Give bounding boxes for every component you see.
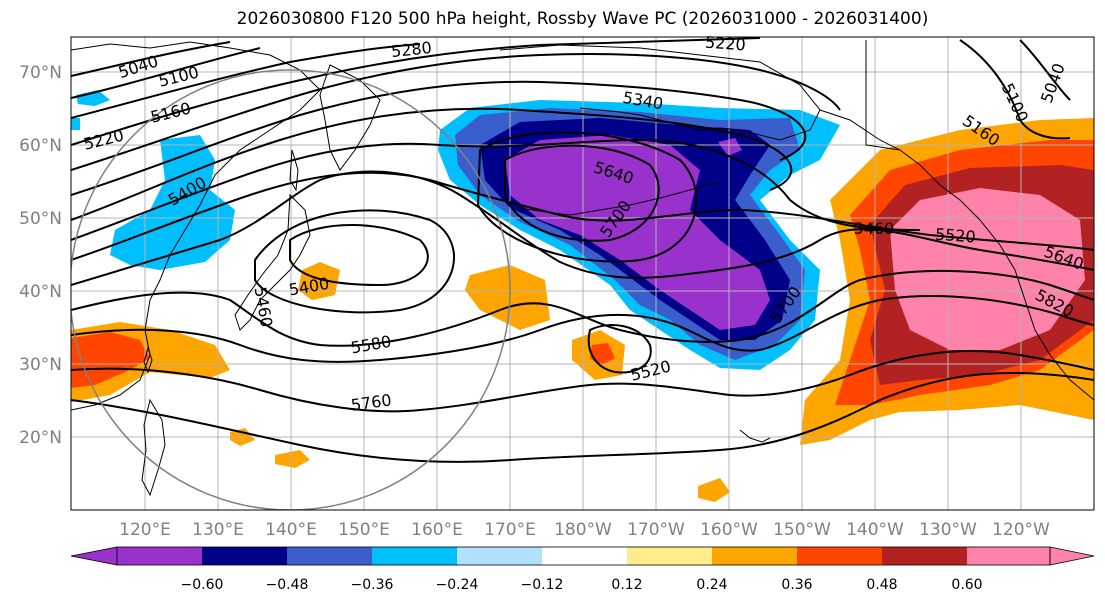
lon-label: 170°W: [627, 520, 685, 540]
positive-anomaly-small-2: [275, 450, 310, 468]
coastline-hawaii: [739, 429, 771, 443]
colorbar-tick-label: −0.24: [436, 577, 479, 593]
colorbar-tick-label: −0.36: [351, 577, 394, 593]
contour-5520-north: [71, 171, 1094, 261]
colorbar-swatch: [712, 547, 798, 565]
contour-5160: [71, 43, 421, 119]
contour-5580: [71, 170, 1094, 286]
lat-label: 60°N: [19, 136, 62, 156]
contour-5700: [71, 294, 1094, 363]
colorbar-swatch: [117, 547, 203, 565]
contour-label: 5460: [854, 219, 895, 238]
colorbar-tick-label: −0.48: [266, 577, 309, 593]
lon-label: 140°W: [846, 520, 904, 540]
coastline-japan: [234, 193, 311, 331]
contour-label: 5220: [704, 33, 746, 55]
colorbar-tick-label: 0.36: [781, 577, 812, 593]
lat-label: 50°N: [19, 209, 62, 229]
lon-label: 160°W: [700, 520, 758, 540]
colorbar-tick-label: −0.60: [181, 577, 224, 593]
lon-label: 150°W: [773, 520, 831, 540]
lon-label: 150°E: [338, 520, 390, 540]
contour-japan-high-2: [254, 209, 455, 314]
lon-label: 130°E: [192, 520, 244, 540]
positive-anomaly-west-2: [71, 332, 150, 388]
colorbar-swatch: [202, 547, 288, 565]
coastline-canada: [865, 40, 901, 151]
colorbar-frame: [116, 546, 1051, 566]
lat-label: 20°N: [19, 428, 62, 448]
colorbar-tick-label: −0.12: [521, 577, 564, 593]
lon-label: 160°E: [411, 520, 463, 540]
negative-anomaly-west-small-2: [71, 118, 80, 130]
contour-label: 5520: [934, 225, 976, 247]
colorbar-tick-label: 0.60: [951, 577, 982, 593]
lon-label: 130°W: [919, 520, 977, 540]
lon-label: 120°W: [992, 520, 1050, 540]
colorbar-swatch: [627, 547, 713, 565]
contour-label: 5280: [390, 38, 432, 61]
lon-label: 170°E: [484, 520, 536, 540]
contour-5280: [71, 53, 841, 171]
colorbar-tick-label: 0.24: [696, 577, 727, 593]
coastline-philippines: [141, 398, 166, 497]
contour-5400: [71, 107, 793, 221]
contour-5100: [71, 47, 261, 99]
lon-label: 120°E: [119, 520, 171, 540]
contour-japan-high: [289, 224, 429, 287]
coastline-north-america: [819, 109, 1094, 401]
negative-anomaly-main-4: [505, 135, 770, 330]
colorbar: −0.60 −0.48 −0.36 −0.24 −0.12 0.12 0.24 …: [70, 546, 1095, 593]
colorbar-swatch: [542, 547, 628, 565]
latitude-labels: 70°N 60°N 50°N 40°N 30°N 20°N: [19, 63, 62, 448]
colorbar-tick-label: 0.12: [611, 577, 642, 593]
coastline-sakhalin: [289, 149, 299, 192]
contour-5040: [71, 41, 231, 77]
colorbar-tick-label: 0.48: [866, 577, 897, 593]
contour-5640: [71, 269, 1094, 347]
contour-northeast-1: [959, 39, 1071, 140]
contour-5220: [71, 37, 761, 146]
contour-5460: [71, 138, 921, 241]
colorbar-swatch: [287, 547, 373, 565]
positive-anomaly-central: [465, 265, 550, 330]
colorbar-swatch: [797, 547, 883, 565]
contour-low-1: [504, 144, 660, 242]
colorbar-swatch: [882, 547, 968, 565]
colorbar-ticks: −0.60 −0.48 −0.36 −0.24 −0.12 0.12 0.24 …: [181, 577, 983, 593]
height-contours: [71, 37, 1094, 463]
colorbar-extend-high: [1049, 546, 1095, 566]
negative-anomaly-small-purple: [718, 138, 742, 156]
contour-small-low: [587, 324, 652, 374]
colorbar-swatch: [967, 547, 1050, 565]
longitude-labels: 120°E 130°E 140°E 150°E 160°E 170°E 180°…: [119, 520, 1050, 540]
lat-label: 70°N: [19, 63, 62, 83]
lat-label: 40°N: [19, 282, 62, 302]
projection-circle: [71, 69, 511, 510]
coastline-alaska: [499, 44, 821, 141]
contour-5820: [71, 371, 1094, 463]
lat-label: 30°N: [19, 355, 62, 375]
coastline-asia: [71, 41, 321, 411]
lon-label: 140°E: [265, 520, 317, 540]
colorbar-swatch: [372, 547, 458, 565]
positive-anomaly-small-3: [698, 478, 730, 502]
coastline-taiwan: [143, 346, 153, 374]
colorbar-swatch: [457, 547, 543, 565]
coastlines: [71, 40, 1094, 497]
coastline-kamchatka: [319, 64, 381, 171]
map-title: 2026030800 F120 500 hPa height, Rossby W…: [236, 9, 929, 29]
colorbar-extend-low: [70, 546, 118, 566]
contour-northeast-2: [1019, 39, 1071, 101]
contour-5760: [71, 350, 1094, 413]
plot-frame: [70, 36, 1095, 511]
contour-5340: [71, 80, 807, 196]
lon-label: 180°W: [554, 520, 612, 540]
